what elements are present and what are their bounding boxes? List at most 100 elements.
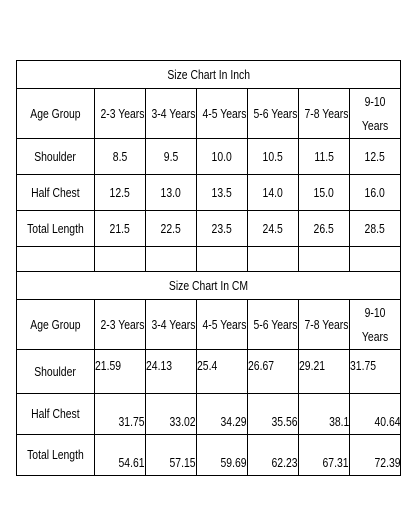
cell-text: 25.4 [197,358,218,373]
cell-text: Shoulder [34,149,77,164]
table-cell: 57.15 [145,434,197,476]
table-section: Size Chart In CM Age Group 2-3 Years 3-4 Ye… [15,271,402,476]
cell-text: 3-4 Years [151,106,196,121]
empty-cell [16,246,95,272]
cell-text: 5-6 Years [253,317,298,332]
empty-cell [298,246,350,272]
empty-cell [247,246,299,272]
table-cell: 31.75 [94,393,146,435]
table-cell: 9-10 Years [348,88,402,139]
table-cell: 24.5 [247,210,299,247]
cell-text: 7-8 Years [304,317,349,332]
header-row: Age Group 2-3 Years 3-4 Years 4-5 Years 5-6 … [16,299,402,350]
table-cell: 7-8 Years [298,299,350,350]
size-chart: Size Chart In Inch Age Group 2-3 Years 3-4 … [15,60,402,476]
cell-text: 31.75 [350,358,377,373]
table-cell: 33.02 [145,393,197,435]
cell-text: 12.5 [109,185,131,200]
data-row: Half Chest 12.5 13.0 13.5 14.0 15.0 16.0 [16,174,402,211]
table-cell: 2-3 Years [94,299,146,350]
cell-text: 8.5 [112,149,128,164]
cell-text: 10.0 [211,149,233,164]
cell-text: 33.02 [169,414,196,429]
cell-text: 67.31 [322,455,349,470]
cell-text: 9-10 Years [361,93,389,133]
size-table: Size Chart In Inch Age Group 2-3 Years 3-4 … [15,60,402,476]
cell-text: 26.5 [313,221,335,236]
cell-text: Total Length [27,220,84,236]
header-row: Age Group 2-3 Years 3-4 Years 4-5 Years 5-6 … [16,88,402,139]
cell-text: 9.5 [163,149,179,164]
table-cell: 67.31 [298,434,350,476]
cell-text: 13.5 [211,185,233,200]
empty-cell [145,246,197,272]
table-cell: 22.5 [145,210,197,247]
cell-text: 28.5 [364,221,386,236]
cell-text: 22.5 [160,221,182,236]
data-row: Shoulder 21.59 24.13 25.4 26.67 29.21 31.75 [16,349,402,394]
table-cell: 12.5 [348,138,402,175]
title-row: Size Chart In CM [15,271,402,300]
cell-text: 24.13 [146,358,173,373]
cell-text: 4-5 Years [202,106,247,121]
cell-text: 35.56 [271,414,298,429]
empty-cell [196,246,248,272]
data-row: Shoulder 8.5 9.5 10.0 10.5 11.5 12.5 [16,138,402,175]
table-cell: 31.75 [348,349,402,394]
cell-text: Age Group [30,106,81,121]
cell-text: 4-5 Years [202,317,247,332]
table-cell: 21.5 [94,210,146,247]
cell-text: 59.69 [220,455,247,470]
data-row: Total Length 21.5 22.5 23.5 24.5 26.5 28.5 [16,210,402,247]
table-cell: Shoulder [16,349,95,394]
table-cell: 12.5 [94,174,146,211]
cell-text: 10.5 [262,149,284,164]
table-cell: Age Group [16,88,95,139]
cell-text: 15.0 [313,185,335,200]
table-cell: 5-6 Years [247,88,299,139]
table-cell: 10.0 [196,138,248,175]
table-cell: 26.67 [247,349,299,394]
table-cell: Size Chart In Inch [15,60,402,89]
cell-text: 57.15 [169,455,196,470]
table-cell: 9-10 Years [348,299,402,350]
cell-text: 23.5 [211,221,233,236]
title-row: Size Chart In Inch [15,60,402,89]
table-cell: 16.0 [348,174,402,211]
cell-text: 21.5 [109,221,131,236]
cell-text: 11.5 [314,149,334,164]
cell-text: 31.75 [118,414,145,429]
table-cell: 62.23 [247,434,299,476]
cell-text: Age Group [30,317,81,332]
cell-text: 2-3 Years [100,317,145,332]
cell-text: 54.61 [118,455,145,470]
table-cell: Shoulder [16,138,95,175]
table-cell: 8.5 [94,138,146,175]
table-cell: Age Group [16,299,95,350]
table-cell: 28.5 [348,210,402,247]
table-cell: 3-4 Years [145,88,197,139]
table-cell: 21.59 [94,349,146,394]
table-cell: 40.64 [348,393,402,435]
cell-text: 16.0 [364,185,386,200]
table-cell: 11.5 [298,138,350,175]
table-cell: 5-6 Years [247,299,299,350]
table-cell: Half Chest [16,393,95,435]
cell-text: Shoulder [34,364,77,379]
table-cell: 15.0 [298,174,350,211]
table-cell: 35.56 [247,393,299,435]
cell-text: Half Chest [31,184,80,200]
table-cell: Total Length [16,210,95,247]
table-cell: 4-5 Years [196,299,248,350]
cell-text: 12.5 [364,149,386,164]
table-cell: 24.13 [145,349,197,394]
cell-text: Size Chart In CM [168,278,249,293]
cell-text: 72.39 [374,455,401,470]
table-cell: 26.5 [298,210,350,247]
table-cell: 9.5 [145,138,197,175]
blank-row [16,246,402,272]
empty-cell [348,246,402,272]
cell-text: 5-6 Years [253,106,298,121]
table-cell: 23.5 [196,210,248,247]
